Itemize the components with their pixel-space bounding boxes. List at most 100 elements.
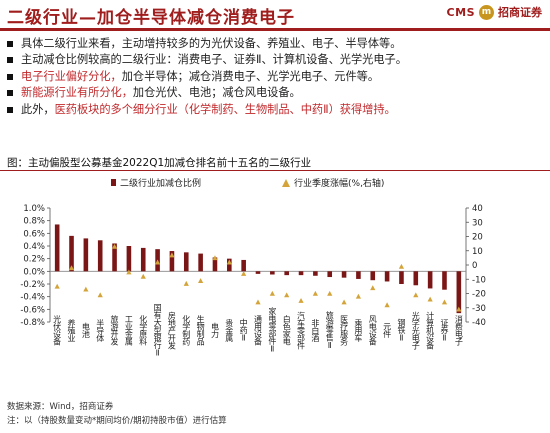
category-label-14: 通用设备 <box>254 314 263 347</box>
bullet-item: 新能源行业有所分化，加仓光伏、电池；减仓风电设备。 <box>6 85 546 101</box>
bar-4 <box>112 243 117 272</box>
marker-4 <box>111 243 118 249</box>
bar-26 <box>427 271 433 289</box>
left-axis-tick-label: 0.4% <box>23 242 45 252</box>
category-label-10: 生物制品 <box>196 314 205 347</box>
bullet-text-segment: 电子行业偏好分化， <box>21 69 122 83</box>
bar-17 <box>298 271 304 276</box>
bullet-square-icon <box>7 73 13 80</box>
marker-23 <box>384 302 390 308</box>
category-label-4: 旅游开发 <box>110 314 119 347</box>
bullet-square-icon <box>7 90 13 97</box>
summary-bullet-list: 具体二级行业来看，主动增持较多的为光伏设备、养殖业、电子、半导体等。 主动减仓比例… <box>6 36 546 118</box>
bar-11 <box>212 257 218 272</box>
bullet-item: 电子行业偏好分化，加仓半导体；减仓消费电子、光学光电子、元件等。 <box>6 69 546 85</box>
logo-company-name: 招商证券 <box>498 6 542 19</box>
legend-bar-swatch <box>111 179 116 186</box>
category-label-6: 化学原料 <box>139 314 148 347</box>
category-label-28: 消费电子 <box>454 314 463 346</box>
left-axis-tick-label: -0.4% <box>20 293 45 303</box>
marker-27 <box>441 299 448 305</box>
left-axis-tick-label: -0.2% <box>20 280 45 290</box>
right-axis-tick-label: -10 <box>472 275 486 285</box>
bullet-item: 此外，医药板块的多个细分行业（化学制药、生物制品、中药Ⅱ）获得增持。 <box>6 102 546 118</box>
marker-14 <box>255 299 261 305</box>
marker-19 <box>327 290 333 296</box>
left-axis-tick-label: 0.2% <box>23 255 45 265</box>
right-axis-tick-label: 40 <box>472 204 483 214</box>
bullet-text-segment: 主动减仓比例较高的二级行业：消费电子、证券Ⅱ、计算机设备、光学光电子。 <box>21 53 407 67</box>
category-label-23: 元件 <box>383 323 392 340</box>
bar-8 <box>169 251 175 272</box>
left-axis-tick-label: -0.8% <box>20 318 45 328</box>
marker-25 <box>413 292 419 298</box>
bullet-text: 主动减仓比例较高的二级行业：消费电子、证券Ⅱ、计算机设备、光学光电子。 <box>21 52 407 68</box>
category-label-22: 风电设备 <box>368 315 377 347</box>
bar-12 <box>227 258 232 272</box>
bullet-text: 电子行业偏好分化，加仓半导体；减仓消费电子、光学光电子、元件等。 <box>21 69 379 85</box>
bullet-text: 新能源行业有所分化，加仓光伏、电池；减仓风电设备。 <box>21 85 301 101</box>
marker-5 <box>126 269 132 275</box>
bullet-square-icon <box>7 57 13 64</box>
bullet-item: 主动减仓比例较高的二级行业：消费电子、证券Ⅱ、计算机设备、光学光电子。 <box>6 52 546 68</box>
bullet-text: 此外，医药板块的多个细分行业（化学制药、生物制品、中药Ⅱ）获得增持。 <box>21 102 396 118</box>
industry-position-chart: 二级行业加减仓比例 行业季度涨幅(%,右轴) -0.8% -0.6% -0.4% -0.2… <box>20 177 486 357</box>
bullet-square-icon <box>7 41 13 47</box>
bar-5 <box>126 246 132 272</box>
marker-1 <box>68 265 75 271</box>
category-label-16: 白色家电 <box>282 314 291 346</box>
legend-label-bar: 二级行业加减仓比例 <box>120 177 201 189</box>
logo-badge-icon: m <box>479 4 494 20</box>
marker-0 <box>54 283 60 289</box>
left-axis-tick-label: 0.8% <box>23 217 45 227</box>
bullet-text-segment: 医药板块的多个细分行业（化学制药、生物制品、中药Ⅱ）获得增持。 <box>54 102 396 116</box>
category-label-27: 证券Ⅱ <box>440 318 449 342</box>
title-divider <box>0 28 550 31</box>
right-axis-tick-label: -20 <box>472 290 486 300</box>
marker-17 <box>298 298 304 303</box>
bullet-text: 具体二级行业来看，主动增持较多的为光伏设备、养殖业、电子、半导体等。 <box>21 36 401 52</box>
category-label-3: 半导体 <box>96 318 105 343</box>
bar-16 <box>284 271 289 276</box>
page-title: 二级行业—加仓半导体减仓消费电子 <box>7 8 295 28</box>
figure-caption: 图：主动偏股型公募基金2022Q1加减仓排名前十五名的二级行业 <box>7 157 312 169</box>
right-axis-tick-label: -30 <box>472 304 486 314</box>
marker-8 <box>169 252 175 258</box>
category-label-5: 工业金属 <box>124 315 133 347</box>
marker-13 <box>241 270 247 276</box>
category-label-2: 电池 <box>81 322 90 339</box>
marker-16 <box>284 292 290 298</box>
right-axis-tick-label: 0 <box>472 261 477 271</box>
category-label-26: 计算机设备 <box>426 310 435 350</box>
marker-3 <box>97 292 103 298</box>
marker-18 <box>312 290 318 296</box>
bullet-text-segment: 此外， <box>21 102 55 116</box>
category-label-15: 家电零部件Ⅱ <box>268 306 277 353</box>
category-label-18: 非白酒 <box>311 318 320 343</box>
bar-27 <box>442 271 447 290</box>
left-axis-tick-label: -0.6% <box>20 305 45 315</box>
category-label-13: 中药Ⅱ <box>239 317 248 341</box>
marker-7 <box>154 259 161 265</box>
right-axis-tick-label: -40 <box>472 318 486 328</box>
category-label-19: 旅游零售Ⅱ <box>325 310 334 349</box>
bar-19 <box>327 271 333 278</box>
marker-2 <box>83 286 89 292</box>
marker-24 <box>398 263 405 269</box>
marker-26 <box>427 296 433 302</box>
bar-13 <box>241 259 246 272</box>
bullet-item: 具体二级行业来看，主动增持较多的为光伏设备、养殖业、电子、半导体等。 <box>6 36 546 52</box>
bar-1 <box>69 235 74 272</box>
category-label-20: 医疗服务 <box>340 315 349 347</box>
marker-20 <box>341 299 347 305</box>
category-label-25: 光学光电子 <box>411 310 420 349</box>
category-label-12: 贵金属 <box>225 318 234 343</box>
bar-20 <box>341 271 347 278</box>
bullet-text-segment: 加仓半导体；减仓消费电子、光学光电子、元件等。 <box>121 69 380 83</box>
bar-25 <box>413 271 419 286</box>
bar-18 <box>313 271 318 276</box>
bar-21 <box>356 271 361 279</box>
bar-28 <box>456 271 462 314</box>
figure-note: 注：以（持股数量变动*期间均价/期初持股市值）进行估算 <box>7 416 227 426</box>
category-label-9: 化学制药 <box>182 314 191 347</box>
